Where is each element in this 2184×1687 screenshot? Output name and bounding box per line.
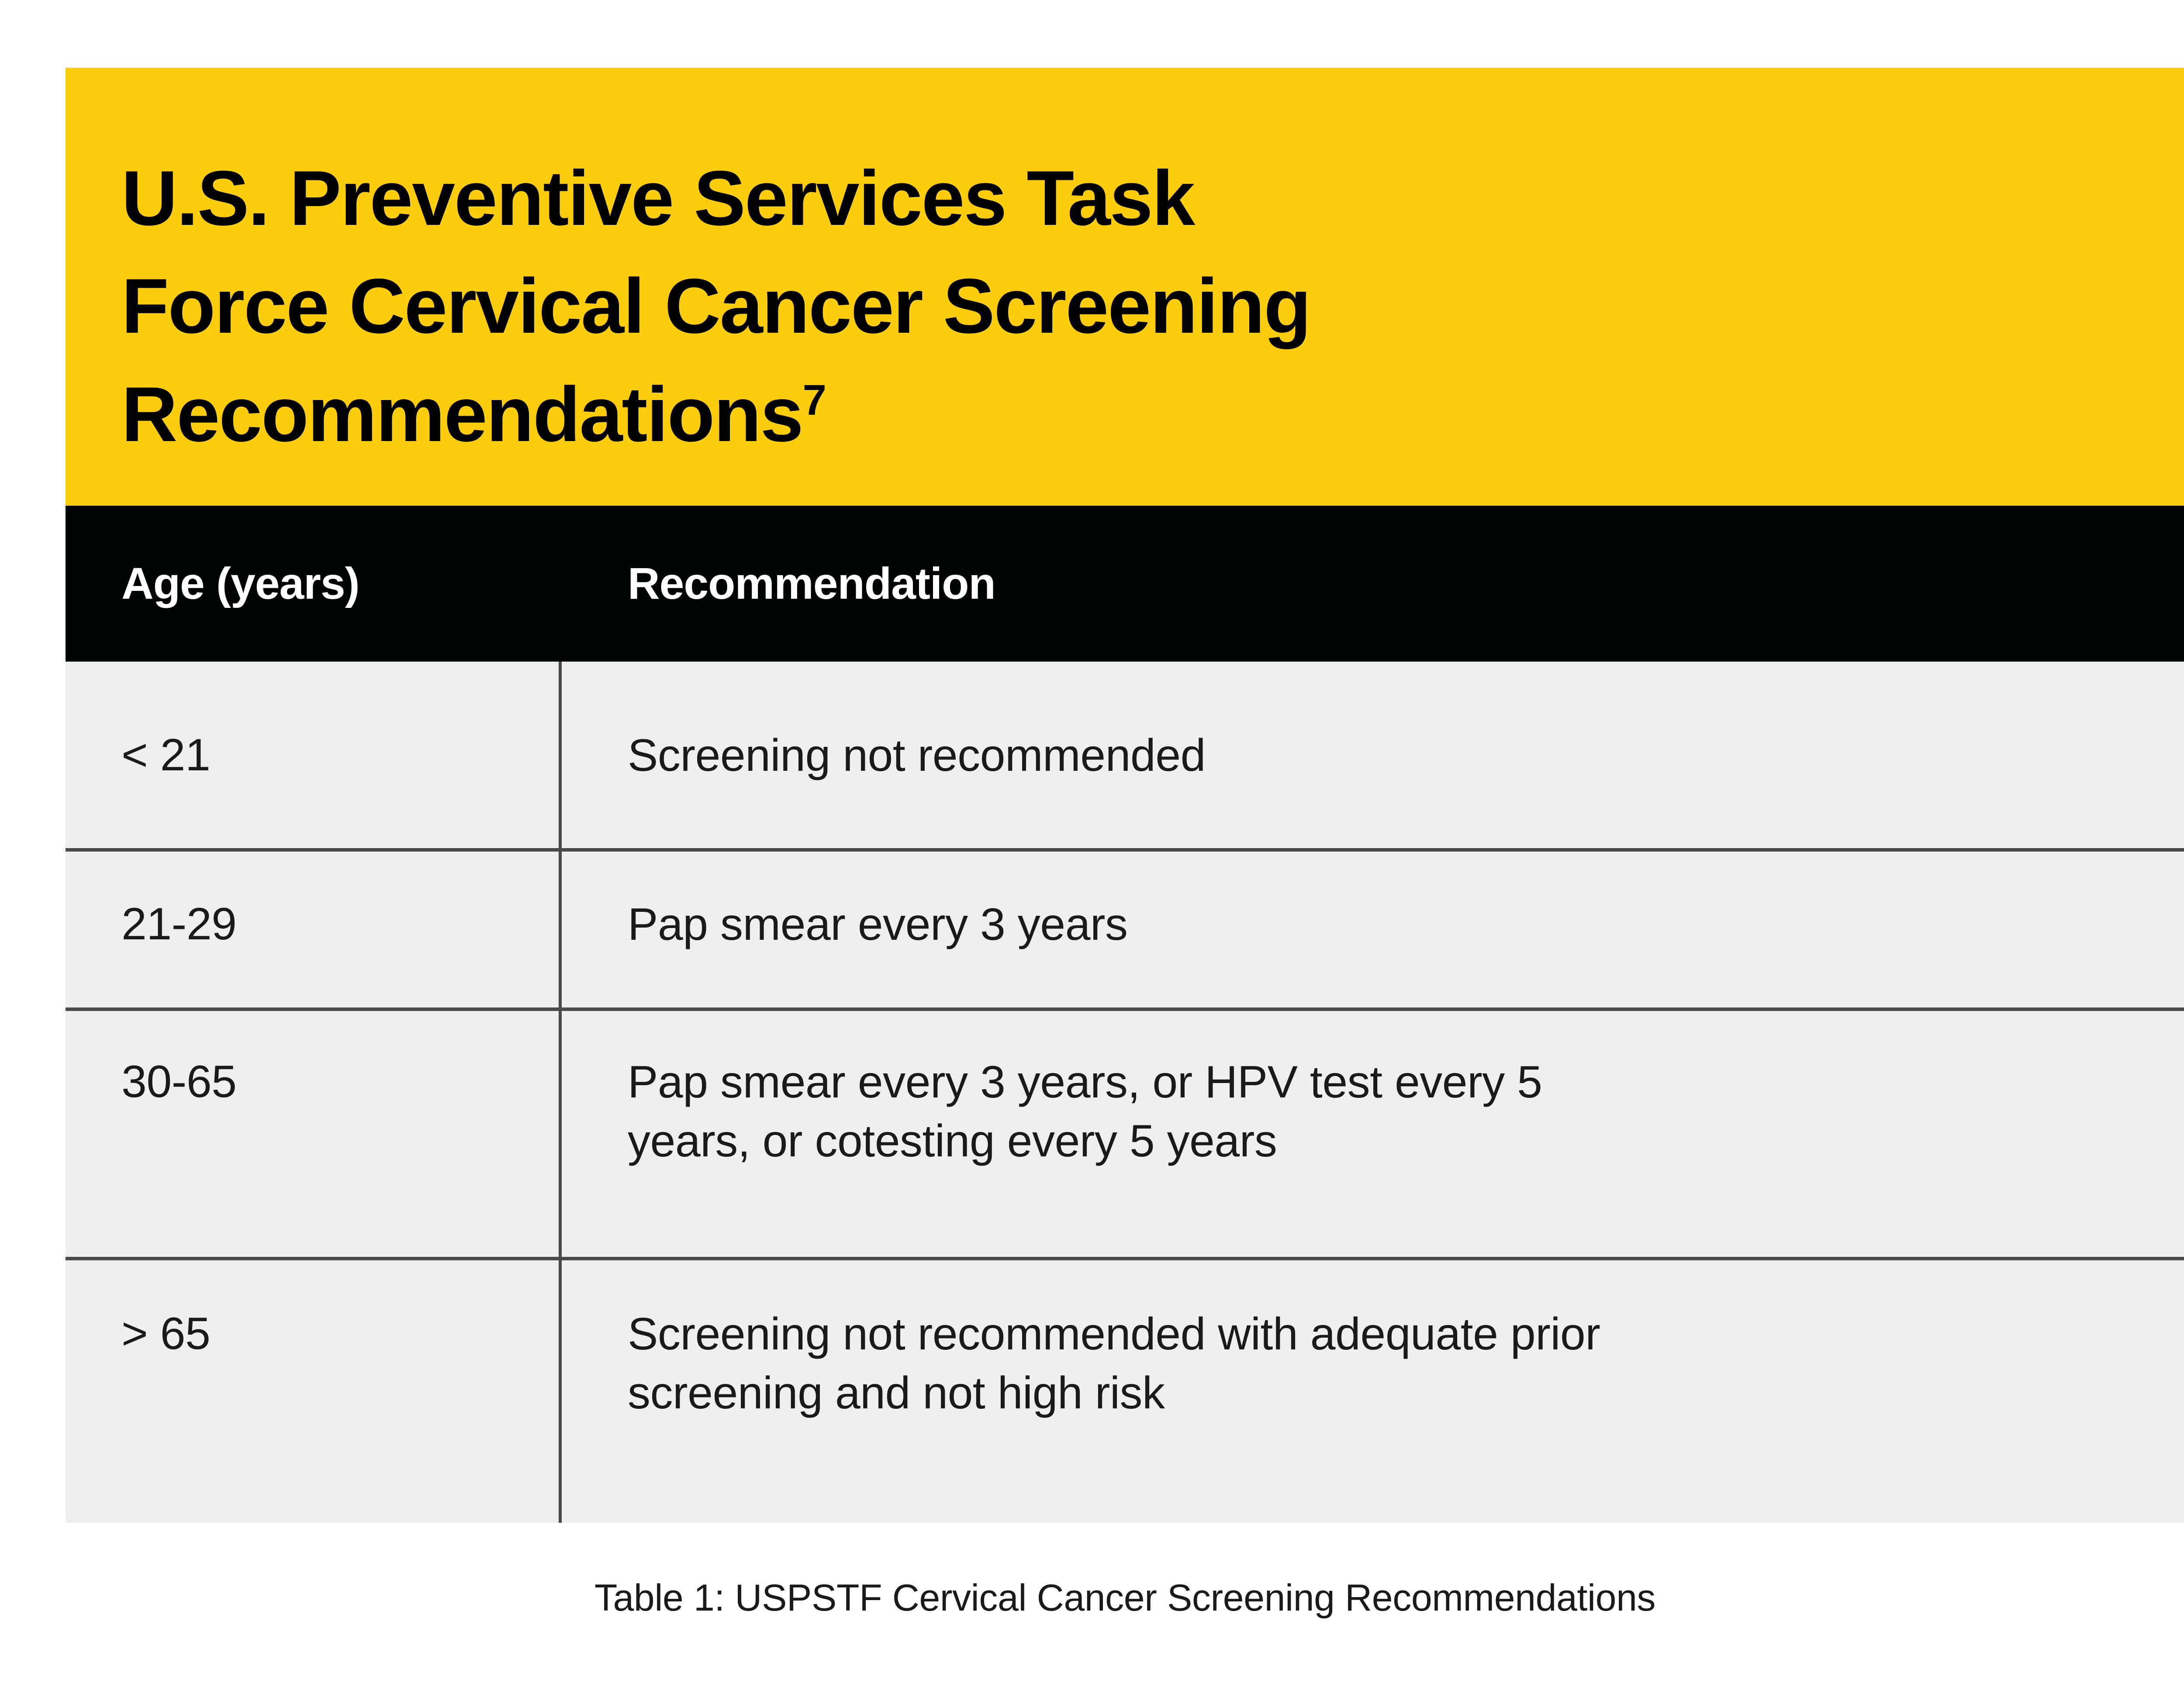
table-body: < 21 Screening not recommended 21-29 Pap… [66, 662, 2184, 1523]
column-divider [559, 662, 562, 1523]
cell-age: < 21 [121, 730, 211, 780]
table-title-band: U.S. Preventive Services Task Force Cerv… [66, 68, 2184, 506]
cell-recommendation: Screening not recommended with adequate … [628, 1309, 1600, 1419]
column-header-recommendation: Recommendation [628, 559, 996, 608]
cell-age: > 65 [121, 1308, 211, 1359]
uspstf-recommendations-table-card: U.S. Preventive Services Task Force Cerv… [66, 68, 2184, 1523]
page-title: U.S. Preventive Services Task Force Cerv… [121, 144, 1869, 468]
table-row: > 65 Screening not recommended with adeq… [66, 1257, 2184, 1523]
table-header-row: Age (years) Recommendation [66, 506, 2184, 662]
row-divider [66, 1257, 2184, 1260]
cell-recommendation: Pap smear every 3 years, or HPV test eve… [628, 1057, 1542, 1167]
row-divider [66, 1007, 2184, 1011]
table-row: 30-65 Pap smear every 3 years, or HPV te… [66, 1007, 2184, 1257]
cell-recommendation: Pap smear every 3 years [628, 899, 1128, 950]
column-header-age: Age (years) [121, 559, 360, 608]
page-title-text: U.S. Preventive Services Task Force Cerv… [121, 155, 1311, 458]
table-row: < 21 Screening not recommended [66, 662, 2184, 848]
cell-recommendation: Screening not recommended [628, 730, 1206, 781]
cell-age: 30-65 [121, 1056, 237, 1107]
cell-age: 21-29 [121, 899, 237, 949]
row-divider [66, 848, 2184, 852]
table-row: 21-29 Pap smear every 3 years [66, 848, 2184, 1007]
table-caption: Table 1: USPSTF Cervical Cancer Screenin… [594, 1577, 1656, 1619]
page-title-footnote-marker: 7 [802, 376, 826, 424]
